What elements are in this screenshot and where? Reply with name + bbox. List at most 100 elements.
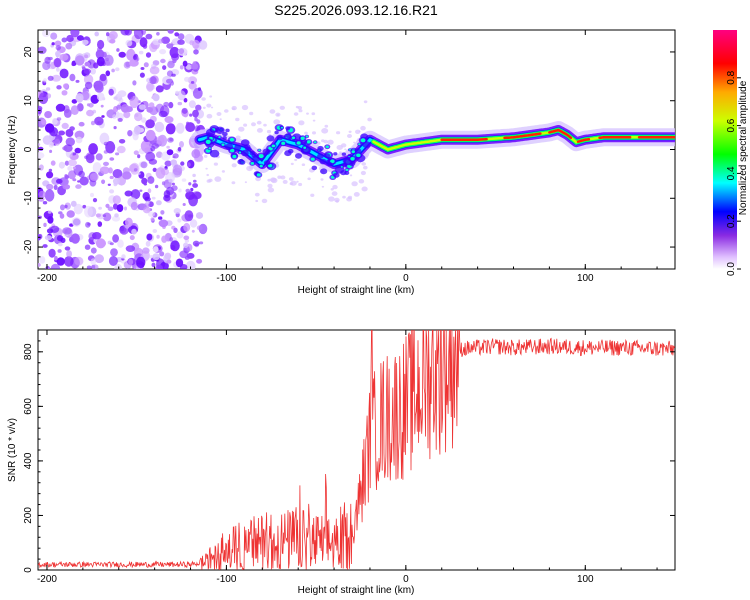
noise-speck xyxy=(109,189,115,194)
colorbar-gradient xyxy=(713,30,737,269)
noise-speck xyxy=(121,254,126,260)
noise-speck xyxy=(111,68,115,73)
noise-speck xyxy=(53,184,58,190)
scatter-speck xyxy=(205,167,208,170)
ridge-blob xyxy=(222,136,227,140)
noise-speck xyxy=(62,184,71,190)
noise-speck xyxy=(133,125,142,135)
ridge-blob xyxy=(237,159,245,165)
noise-speck xyxy=(166,149,174,156)
scatter-speck xyxy=(206,179,211,183)
ridge-blob-core xyxy=(300,136,305,140)
x-tick-label: -200 xyxy=(37,574,57,585)
band-red xyxy=(576,138,591,143)
noise-speck xyxy=(75,79,80,83)
noise-speck xyxy=(72,166,76,170)
noise-speck xyxy=(128,258,134,266)
band-red xyxy=(440,137,488,141)
scatter-speck xyxy=(290,162,294,166)
noise-speck xyxy=(197,87,202,91)
noise-speck xyxy=(38,143,41,146)
noise-speck xyxy=(192,39,200,50)
scatter-speck xyxy=(306,112,309,115)
noise-speck xyxy=(84,81,93,90)
noise-speck xyxy=(79,176,89,186)
noise-speck xyxy=(64,160,69,166)
ridge-blob xyxy=(285,133,292,139)
noise-speck xyxy=(196,258,203,264)
x-tick-label: -200 xyxy=(37,273,57,284)
scatter-speck xyxy=(255,199,259,203)
noise-speck xyxy=(42,244,48,248)
noise-speck xyxy=(56,235,64,242)
noise-speck xyxy=(50,263,61,269)
noise-speck xyxy=(89,173,99,181)
noise-speck xyxy=(184,210,194,222)
noise-speck xyxy=(182,60,188,67)
colorbar-tick-label: 0.0 xyxy=(726,262,737,276)
noise-speck xyxy=(192,109,199,118)
scatter-speck xyxy=(321,185,325,188)
noise-speck xyxy=(107,183,111,186)
noise-speck xyxy=(108,31,118,40)
noise-speck xyxy=(183,242,189,249)
noise-speck xyxy=(134,112,143,122)
noise-speck xyxy=(50,32,58,40)
scatter-speck xyxy=(361,162,367,166)
ridge-blob xyxy=(274,130,279,135)
scatter-speck xyxy=(219,118,222,121)
scatter-speck xyxy=(307,177,311,181)
noise-speck xyxy=(110,248,118,257)
noise-speck xyxy=(94,83,104,93)
noise-speck xyxy=(139,50,144,55)
noise-speck xyxy=(147,176,155,184)
noise-speck xyxy=(141,117,147,123)
scatter-speck xyxy=(323,139,328,144)
noise-speck xyxy=(138,104,146,110)
scatter-speck xyxy=(203,154,208,158)
noise-speck xyxy=(149,76,157,85)
noise-speck xyxy=(152,93,160,102)
noise-speck xyxy=(145,240,151,247)
noise-speck xyxy=(50,225,60,233)
noise-speck xyxy=(74,147,82,154)
ridge-blob-core xyxy=(271,144,276,148)
scatter-speck xyxy=(294,158,298,162)
noise-speck xyxy=(85,153,95,164)
scatter-speck xyxy=(349,174,353,177)
bottom-x-axis-label: Height of straight line (km) xyxy=(298,585,415,596)
noise-speck xyxy=(112,234,119,243)
noise-speck xyxy=(140,161,148,169)
scatter-speck xyxy=(221,170,225,173)
noise-speck xyxy=(50,160,56,166)
snr-layer xyxy=(38,330,675,570)
ridge-blob xyxy=(344,171,350,175)
noise-speck xyxy=(183,235,190,241)
noise-speck xyxy=(39,164,44,171)
noise-speck xyxy=(73,203,83,215)
noise-speck xyxy=(190,81,195,84)
noise-speck xyxy=(52,118,58,125)
scatter-speck xyxy=(214,176,222,182)
noise-speck xyxy=(130,201,138,211)
scatter-speck xyxy=(332,184,338,190)
noise-speck xyxy=(180,161,185,166)
noise-speck xyxy=(94,31,99,37)
noise-speck xyxy=(64,246,71,251)
ridge-blob-core xyxy=(340,166,343,168)
noise-speck xyxy=(56,85,62,90)
scatter-speck xyxy=(273,119,281,125)
noise-speck xyxy=(63,108,72,118)
band-red xyxy=(548,128,573,140)
noise-speck xyxy=(38,146,44,151)
scatter-speck xyxy=(241,104,249,111)
scatter-speck xyxy=(353,141,356,144)
noise-speck xyxy=(189,113,193,117)
noise-speck xyxy=(199,241,204,245)
noise-speck xyxy=(148,211,155,217)
noise-speck xyxy=(70,30,80,38)
noise-speck xyxy=(113,126,117,130)
noise-speck xyxy=(64,204,68,209)
noise-speck xyxy=(94,254,104,264)
